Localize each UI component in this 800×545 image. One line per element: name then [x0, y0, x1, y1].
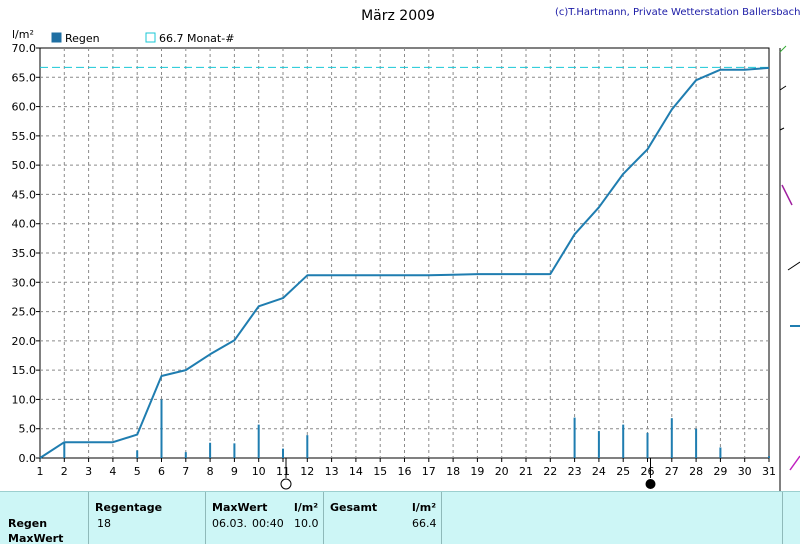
- daily-rain-bar: [306, 435, 309, 458]
- x-tick-label: 7: [182, 465, 189, 478]
- x-tick-label: 27: [665, 465, 679, 478]
- daily-rain-bar: [646, 432, 649, 458]
- y-tick-label: 40.0: [12, 218, 37, 231]
- y-tick-label: 50.0: [12, 159, 37, 172]
- x-tick-label: 13: [325, 465, 339, 478]
- daily-rain-bar: [209, 442, 212, 458]
- x-tick-label: 14: [349, 465, 363, 478]
- maxwert-value: 10.0: [294, 517, 319, 530]
- legend-regen-label: Regen: [65, 32, 100, 45]
- daily-rain-bar: [136, 450, 139, 458]
- y-tick-label: 25.0: [12, 306, 37, 319]
- y-tick-label: 35.0: [12, 247, 37, 260]
- y-axis-unit: l/m²: [12, 28, 34, 41]
- daily-rain-bar: [184, 452, 187, 458]
- x-tick-label: 19: [470, 465, 484, 478]
- x-tick-label: 20: [495, 465, 509, 478]
- legend-monat-label: 66.7 Monat-#: [159, 32, 234, 45]
- empty-column: [441, 492, 783, 544]
- daily-rain-bars: [63, 399, 770, 458]
- y-tick-label: 5.0: [19, 423, 37, 436]
- gesamt-header: Gesamt: [330, 501, 378, 514]
- maxwert-date: 06.03.: [212, 517, 247, 530]
- new-moon-icon: [645, 479, 656, 489]
- moon-phase-markers: [280, 458, 656, 490]
- x-tick-label: 24: [592, 465, 606, 478]
- x-tick-label: 11: [276, 465, 290, 478]
- daily-rain-bar: [160, 399, 163, 458]
- x-tick-label: 30: [738, 465, 752, 478]
- x-tick-label: 18: [446, 465, 460, 478]
- x-tick-label: 10: [252, 465, 266, 478]
- daily-rain-bar: [695, 428, 698, 458]
- y-tick-label: 15.0: [12, 364, 37, 377]
- legend-monat-swatch: [145, 32, 156, 43]
- x-tick-label: 26: [641, 465, 655, 478]
- maxwert-column: MaxWert l/m² 06.03. 00:40 10.0: [205, 492, 324, 544]
- rain-chart: März 2009 (c)T.Hartmann, Private Wetters…: [12, 7, 800, 491]
- x-tick-label: 28: [689, 465, 703, 478]
- daily-rain-bar: [768, 456, 770, 458]
- x-tick-label: 17: [422, 465, 436, 478]
- daily-rain-bar: [622, 424, 625, 458]
- daily-rain-bar: [233, 443, 236, 458]
- daily-rain-bar: [719, 447, 722, 458]
- y-tick-label: 45.0: [12, 188, 37, 201]
- x-tick-label: 23: [568, 465, 582, 478]
- regentage-column: Regentage 18: [88, 492, 205, 544]
- summary-panel: Regen MaxWert Regentage 18 MaxWert l/m² …: [0, 491, 800, 545]
- x-tick-label: 29: [713, 465, 727, 478]
- x-axis-ticks: 1 2 3 4 5 6 7 8 9 10 11 12 13 14 15 16 17 18 19 20 21 22 23 24 2…: [37, 458, 776, 478]
- daily-rain-bar: [670, 418, 673, 458]
- y-tick-label: 0.0: [19, 452, 37, 465]
- regentage-header: Regentage: [95, 501, 163, 514]
- y-tick-label: 20.0: [12, 335, 37, 348]
- row-label-maxwert: MaxWert: [8, 532, 64, 545]
- cumulative-rain-polyline: [39, 66, 770, 459]
- daily-rain-bar: [573, 417, 576, 458]
- legend: Regen 66.7 Monat-#: [51, 32, 234, 45]
- x-tick-label: 3: [85, 465, 92, 478]
- y-tick-label: 30.0: [12, 276, 37, 289]
- daily-rain-bar: [597, 431, 600, 458]
- y-tick-label: 60.0: [12, 101, 37, 114]
- x-tick-label: 5: [134, 465, 141, 478]
- daily-rain-bar: [282, 448, 284, 458]
- x-tick-label: 9: [231, 465, 238, 478]
- full-moon-icon: [280, 478, 292, 490]
- gesamt-unit: l/m²: [412, 501, 437, 514]
- x-tick-label: 16: [398, 465, 412, 478]
- cumulative-rain-line: [39, 66, 770, 459]
- x-tick-label: 1: [37, 465, 44, 478]
- x-tick-label: 4: [109, 465, 116, 478]
- x-tick-label: 31: [762, 465, 776, 478]
- x-tick-label: 22: [543, 465, 557, 478]
- legend-regen-swatch: [51, 32, 62, 43]
- maxwert-unit: l/m²: [294, 501, 319, 514]
- row-label-regen: Regen: [8, 517, 48, 530]
- x-tick-label: 15: [373, 465, 387, 478]
- y-tick-label: 65.0: [12, 71, 37, 84]
- y-axis-ticks: 0.0 5.0 10.0 15.0 20.0 25.0 30.0 35.0 40.0 45.0 50…: [12, 42, 40, 465]
- regentage-value: 18: [97, 517, 111, 530]
- x-tick-label: 6: [158, 465, 165, 478]
- x-tick-label: 25: [616, 465, 630, 478]
- gesamt-column: Gesamt l/m² 66.4: [323, 492, 442, 544]
- y-tick-label: 55.0: [12, 130, 37, 143]
- x-tick-label: 12: [300, 465, 314, 478]
- copyright-label: (c)T.Hartmann, Private Wetterstation Bal…: [555, 7, 800, 18]
- adjacent-panel-fragments: [779, 45, 800, 491]
- x-tick-label: 21: [519, 465, 533, 478]
- y-tick-label: 70.0: [12, 42, 37, 55]
- daily-rain-bar: [63, 442, 66, 458]
- maxwert-header: MaxWert: [212, 501, 268, 514]
- chart-title: März 2009: [361, 8, 435, 24]
- x-tick-label: 2: [61, 465, 68, 478]
- y-tick-label: 10.0: [12, 393, 37, 406]
- maxwert-time: 00:40: [252, 517, 284, 530]
- x-tick-label: 8: [207, 465, 214, 478]
- gesamt-value: 66.4: [412, 517, 437, 530]
- daily-rain-bar: [257, 424, 260, 458]
